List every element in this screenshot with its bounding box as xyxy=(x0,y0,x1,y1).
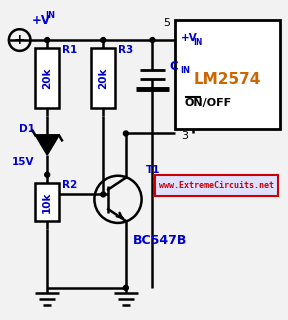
Text: 5: 5 xyxy=(163,18,170,28)
Text: +V: +V xyxy=(31,14,50,27)
Bar xyxy=(35,183,59,221)
Text: 10k: 10k xyxy=(42,191,52,212)
Text: R1: R1 xyxy=(62,45,77,55)
Text: +V: +V xyxy=(181,33,198,43)
Text: D1: D1 xyxy=(18,124,35,133)
Text: +: + xyxy=(14,33,25,47)
Text: 20k: 20k xyxy=(42,67,52,89)
Circle shape xyxy=(123,131,128,136)
Circle shape xyxy=(45,172,50,177)
Text: BC547B: BC547B xyxy=(133,234,187,247)
Circle shape xyxy=(101,192,106,197)
Text: T1: T1 xyxy=(145,165,160,175)
Text: R2: R2 xyxy=(62,180,77,189)
Circle shape xyxy=(45,37,50,43)
Text: LM2574: LM2574 xyxy=(194,72,261,87)
Text: 20k: 20k xyxy=(98,67,108,89)
Text: R3: R3 xyxy=(118,45,133,55)
Text: 15V: 15V xyxy=(12,157,35,167)
Text: www.ExtremeCircuits.net: www.ExtremeCircuits.net xyxy=(159,181,274,190)
Text: 3: 3 xyxy=(181,132,188,141)
Bar xyxy=(175,20,280,129)
Circle shape xyxy=(123,285,128,290)
Polygon shape xyxy=(35,135,59,155)
Bar xyxy=(35,48,59,108)
Circle shape xyxy=(150,37,155,43)
Text: ON/OFF: ON/OFF xyxy=(185,98,232,108)
Bar xyxy=(92,48,115,108)
Text: IN: IN xyxy=(45,11,55,20)
Text: C: C xyxy=(169,60,178,73)
Circle shape xyxy=(101,37,106,43)
Text: IN: IN xyxy=(194,37,203,46)
Text: IN: IN xyxy=(180,66,190,75)
FancyBboxPatch shape xyxy=(155,175,278,196)
